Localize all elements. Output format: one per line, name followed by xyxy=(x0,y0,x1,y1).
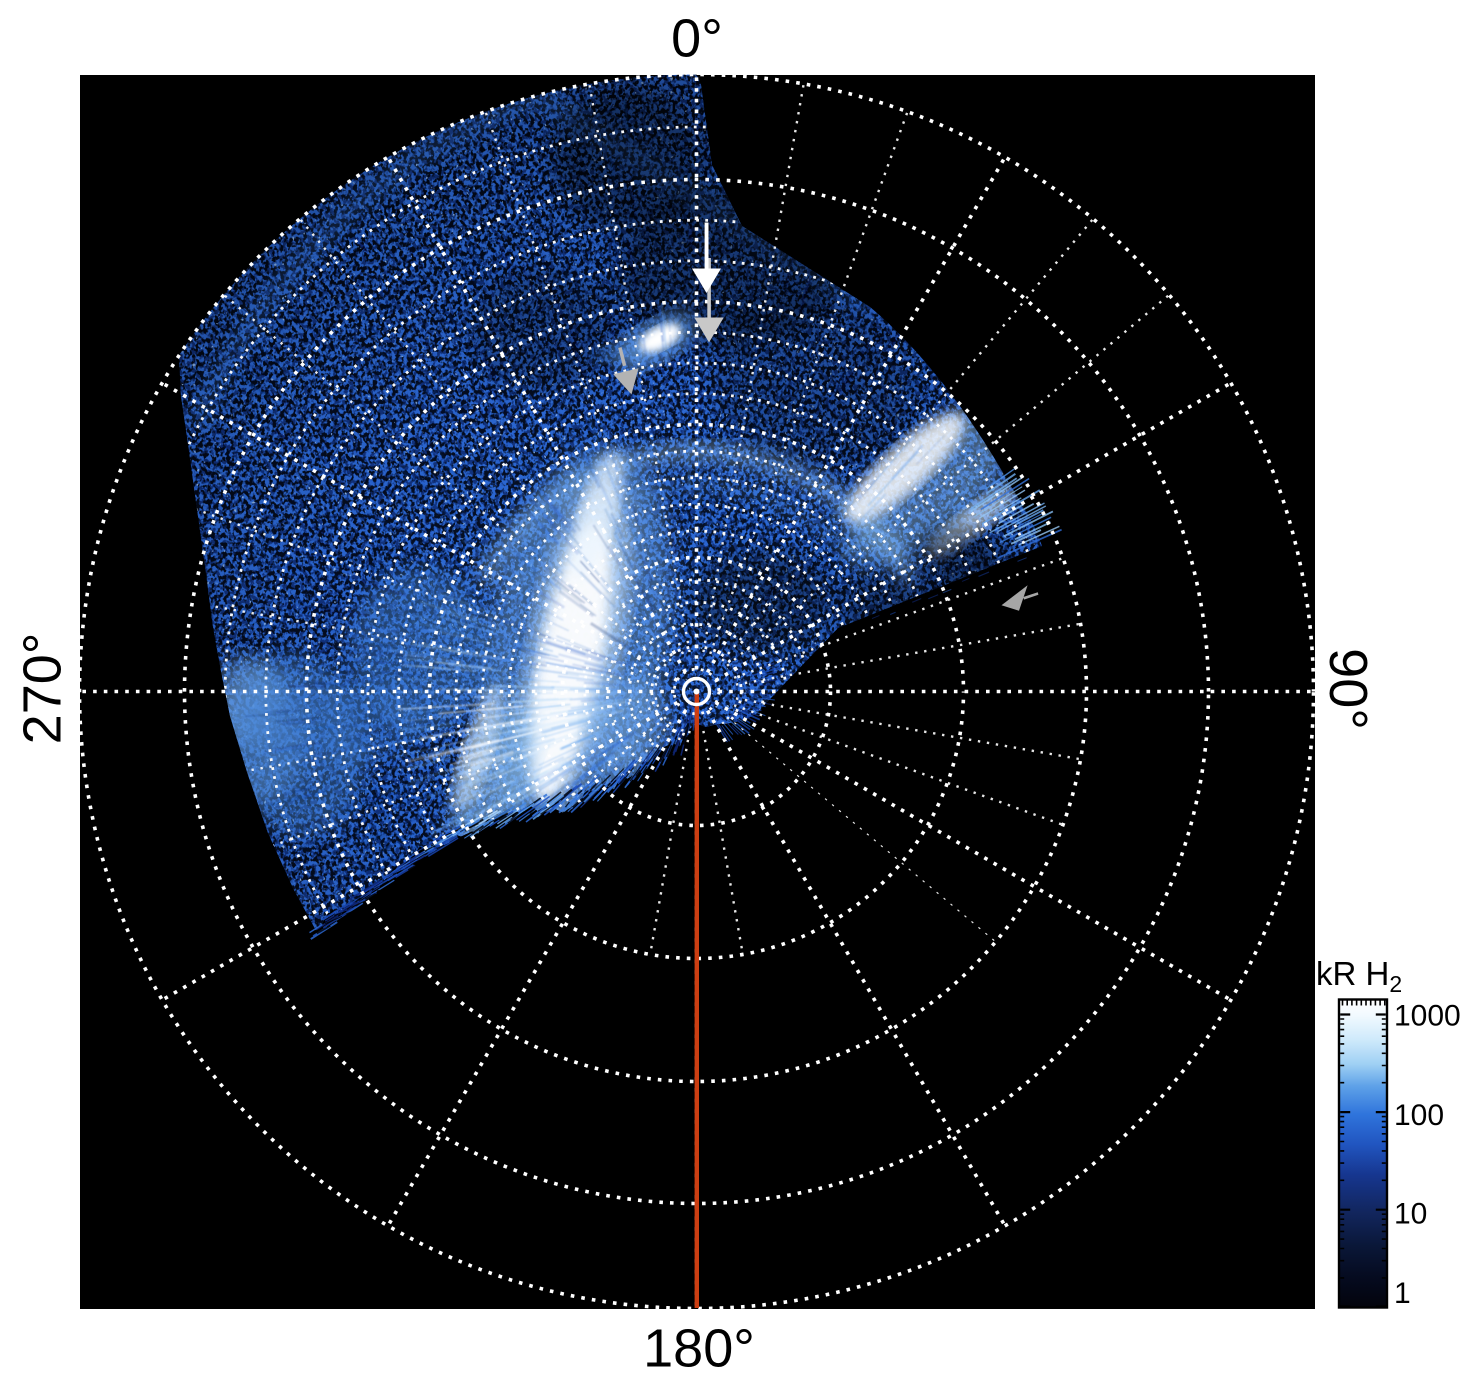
svg-text:10: 10 xyxy=(1394,1197,1427,1230)
svg-text:180°: 180° xyxy=(643,1319,755,1379)
svg-text:270°: 270° xyxy=(13,633,73,745)
svg-text:0°: 0° xyxy=(671,9,723,69)
svg-text:1000: 1000 xyxy=(1394,1000,1461,1033)
svg-text:100: 100 xyxy=(1394,1099,1444,1132)
svg-text:1: 1 xyxy=(1394,1277,1411,1310)
svg-text:90°: 90° xyxy=(1318,648,1378,730)
svg-text:kR H2: kR H2 xyxy=(1316,955,1402,997)
